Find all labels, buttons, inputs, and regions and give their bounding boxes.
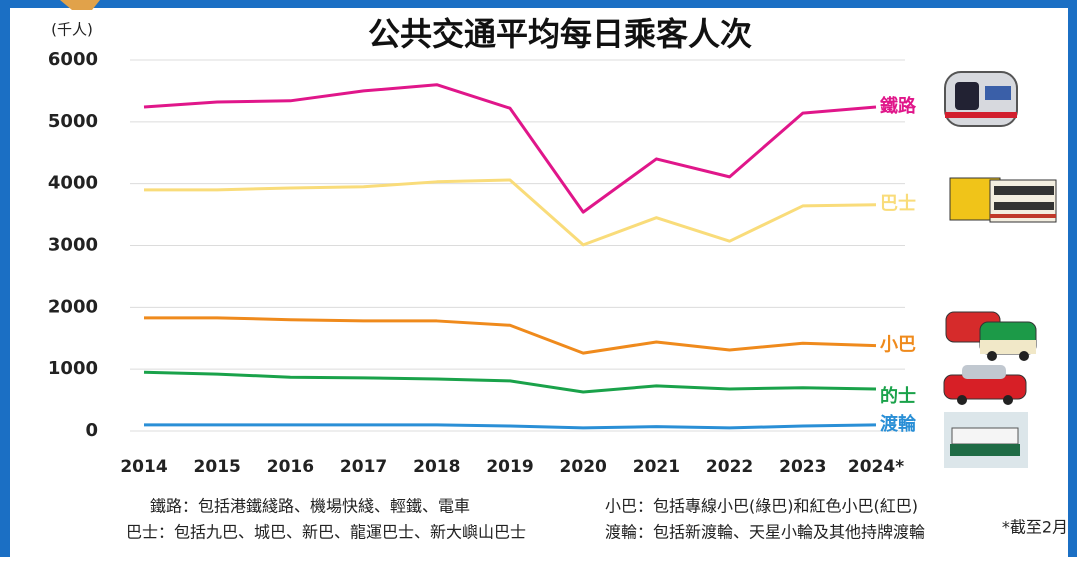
x-tick-label: 2018 bbox=[413, 457, 460, 477]
legend-label: 巴士 bbox=[880, 194, 916, 215]
legend-label: 鐵路 bbox=[880, 95, 917, 117]
ferry-icon bbox=[944, 412, 1028, 468]
bus-icon bbox=[950, 178, 1056, 222]
legend-label: 渡輪 bbox=[880, 413, 917, 435]
x-tick-label: 2021 bbox=[633, 457, 680, 477]
panel bbox=[10, 8, 1068, 557]
chart: 公共交通平均每日乘客人次 (千人) 鐵路：包括港鐵綫路、機場快綫、輕鐵、電車 巴… bbox=[0, 0, 1077, 557]
legend-label: 的士 bbox=[880, 385, 916, 407]
note: 鐵路：包括港鐵綫路、機場快綫、輕鐵、電車 bbox=[150, 497, 470, 516]
note: 小巴：包括專線小巴(綠巴)和紅色小巴(紅巴) bbox=[605, 497, 918, 516]
y-tick-label: 6000 bbox=[48, 49, 98, 70]
x-tick-label: 2014 bbox=[120, 457, 167, 477]
legend-label: 小巴 bbox=[880, 335, 916, 356]
unit-label: (千人) bbox=[51, 21, 93, 39]
y-tick-label: 3000 bbox=[48, 235, 98, 256]
note: 巴士：包括九巴、城巴、新巴、龍運巴士、新大嶼山巴士 bbox=[126, 523, 526, 542]
train-icon bbox=[945, 72, 1017, 126]
y-tick-label: 0 bbox=[85, 420, 98, 441]
y-tick-label: 5000 bbox=[48, 111, 98, 132]
x-tick-label: 2015 bbox=[194, 457, 241, 477]
note: 渡輪：包括新渡輪、天星小輪及其他持牌渡輪 bbox=[605, 523, 925, 542]
x-tick-label: 2024* bbox=[848, 457, 904, 477]
x-tick-label: 2017 bbox=[340, 457, 387, 477]
y-tick-label: 4000 bbox=[48, 173, 98, 194]
x-tick-label: 2016 bbox=[267, 457, 314, 477]
x-tick-label: 2023 bbox=[779, 457, 826, 477]
y-tick-label: 1000 bbox=[48, 358, 98, 379]
x-tick-label: 2020 bbox=[560, 457, 607, 477]
x-tick-label: 2022 bbox=[706, 457, 753, 477]
y-tick-label: 2000 bbox=[48, 296, 98, 317]
footnote: *截至2月 bbox=[1002, 518, 1068, 537]
chart-title: 公共交通平均每日乘客人次 bbox=[368, 15, 752, 53]
x-tick-label: 2019 bbox=[486, 457, 533, 477]
